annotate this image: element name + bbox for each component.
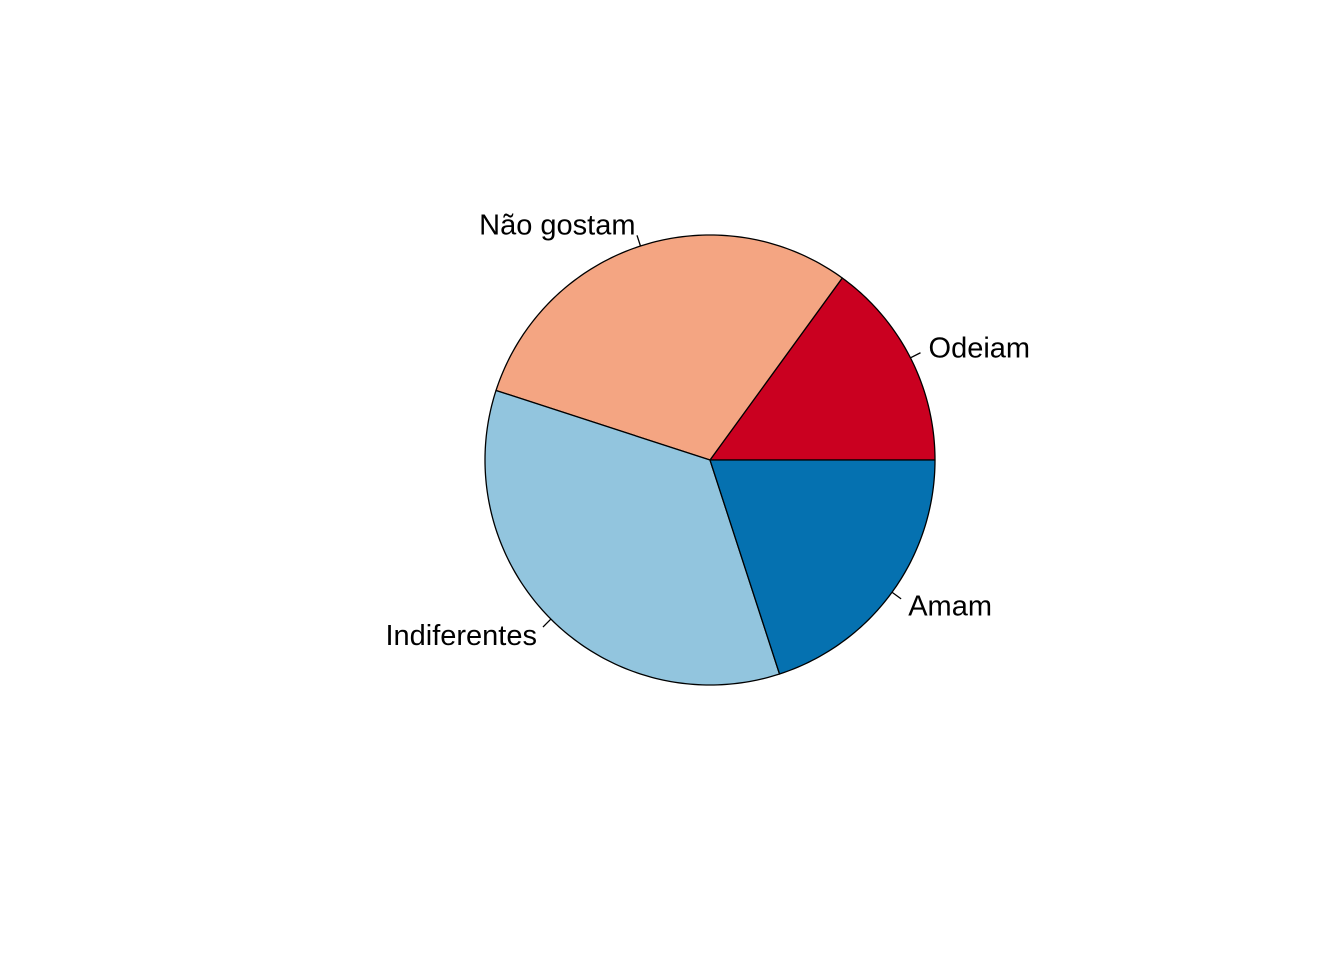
label-tick-indiferentes bbox=[542, 618, 552, 628]
slice-label-indiferentes: Indiferentes bbox=[385, 620, 537, 652]
pie-slices bbox=[484, 234, 936, 686]
slice-label-odeiam: Odeiam bbox=[929, 333, 1031, 365]
label-tick-odeiam bbox=[910, 352, 921, 359]
slice-label-amam: Amam bbox=[908, 590, 992, 622]
pie-labels: Odeiam Não gostam Indiferentes Amam bbox=[385, 210, 1030, 652]
label-tick-amam bbox=[891, 591, 902, 600]
slice-label-nao-gostam: Não gostam bbox=[479, 210, 635, 242]
label-tick-nao-gostam bbox=[636, 235, 642, 247]
